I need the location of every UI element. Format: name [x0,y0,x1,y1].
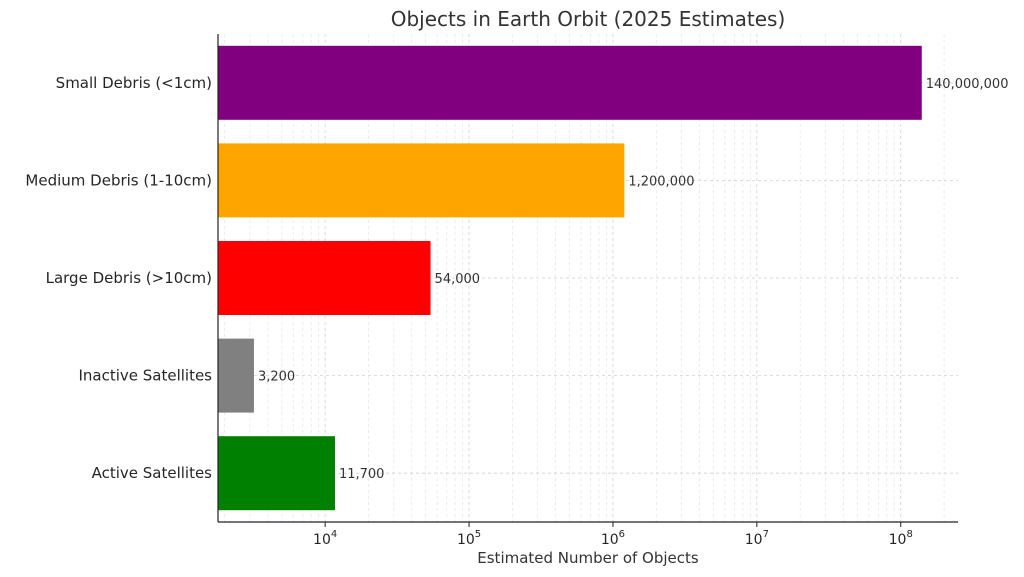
x-axis-label: Estimated Number of Objects [477,549,699,567]
category-label-0: Small Debris (<1cm) [56,74,212,92]
value-label-0: 140,000,000 [926,77,1009,92]
bar-3 [218,338,254,413]
value-label-1: 1,200,000 [628,174,694,189]
category-labels: Small Debris (<1cm) Medium Debris (1-10cm… [25,74,212,482]
chart-title: Objects in Earth Orbit (2025 Estimates) [391,7,786,31]
value-label-3: 3,200 [258,370,295,385]
category-label-4: Active Satellites [92,464,213,482]
x-tick-label-2: 106 [601,529,625,548]
value-labels: 140,000,000 1,200,000 54,000 3,200 11,700 [258,77,1009,482]
x-tick-label-3: 107 [745,529,769,548]
x-tick-label-0: 104 [313,529,337,548]
value-label-2: 54,000 [435,272,481,287]
bar-0 [218,45,922,120]
bar-1 [218,143,625,218]
bars [218,45,922,511]
category-label-2: Large Debris (>10cm) [46,269,212,287]
bar-2 [218,241,431,315]
bar-4 [218,436,335,511]
category-label-3: Inactive Satellites [78,367,212,385]
category-label-1: Medium Debris (1-10cm) [25,171,212,189]
x-tick-labels: 104 105 106 107 108 [313,522,913,548]
x-tick-label-4: 108 [889,529,913,548]
value-label-4: 11,700 [339,467,385,482]
x-tick-label-1: 105 [457,529,481,548]
